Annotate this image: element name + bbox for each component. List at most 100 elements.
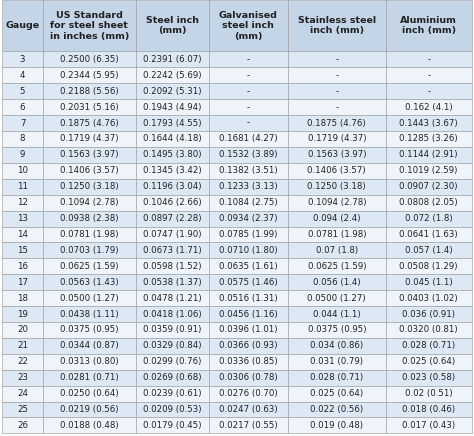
Text: 0.017 (0.43): 0.017 (0.43): [402, 421, 455, 430]
Bar: [2, 290, 43, 306]
Text: 0.018 (0.46): 0.018 (0.46): [402, 405, 455, 414]
Bar: [43, 68, 136, 83]
Text: 0.025 (0.64): 0.025 (0.64): [402, 357, 455, 366]
Bar: [209, 338, 288, 354]
Bar: [136, 242, 209, 258]
Bar: [386, 0, 472, 51]
Text: 0.0808 (2.05): 0.0808 (2.05): [399, 198, 458, 207]
Bar: [288, 402, 386, 417]
Bar: [2, 99, 43, 115]
Bar: [288, 51, 386, 68]
Bar: [136, 115, 209, 131]
Text: 0.0747 (1.90): 0.0747 (1.90): [143, 230, 201, 239]
Text: -: -: [247, 102, 250, 112]
Bar: [386, 274, 472, 290]
Bar: [2, 338, 43, 354]
Bar: [209, 402, 288, 417]
Bar: [209, 370, 288, 385]
Bar: [136, 274, 209, 290]
Bar: [288, 163, 386, 179]
Bar: [136, 147, 209, 163]
Text: 0.025 (0.64): 0.025 (0.64): [310, 389, 364, 398]
Text: 0.1046 (2.66): 0.1046 (2.66): [143, 198, 201, 207]
Text: 4: 4: [20, 71, 26, 80]
Bar: [209, 0, 288, 51]
Bar: [288, 242, 386, 258]
Bar: [2, 354, 43, 370]
Bar: [43, 83, 136, 99]
Text: 0.0306 (0.78): 0.0306 (0.78): [219, 373, 278, 382]
Bar: [2, 51, 43, 68]
Bar: [43, 338, 136, 354]
Text: 20: 20: [17, 325, 28, 334]
Bar: [386, 290, 472, 306]
Bar: [209, 258, 288, 274]
Bar: [136, 131, 209, 147]
Text: 12: 12: [17, 198, 28, 207]
Bar: [209, 68, 288, 83]
Text: Steel inch
(mm): Steel inch (mm): [146, 16, 199, 35]
Text: 0.1495 (3.80): 0.1495 (3.80): [143, 150, 201, 160]
Text: 0.1943 (4.94): 0.1943 (4.94): [143, 102, 201, 112]
Bar: [288, 338, 386, 354]
Text: 0.1681 (4.27): 0.1681 (4.27): [219, 134, 278, 143]
Bar: [209, 179, 288, 194]
Text: 22: 22: [17, 357, 28, 366]
Bar: [209, 354, 288, 370]
Text: 0.162 (4.1): 0.162 (4.1): [405, 102, 453, 112]
Text: 0.0403 (1.02): 0.0403 (1.02): [399, 293, 458, 303]
Text: 14: 14: [17, 230, 28, 239]
Bar: [288, 306, 386, 322]
Bar: [209, 194, 288, 211]
Text: 0.028 (0.71): 0.028 (0.71): [402, 341, 455, 351]
Bar: [136, 99, 209, 115]
Bar: [136, 385, 209, 402]
Bar: [209, 163, 288, 179]
Bar: [43, 258, 136, 274]
Text: 0.0575 (1.46): 0.0575 (1.46): [219, 278, 278, 287]
Text: 0.1719 (4.37): 0.1719 (4.37): [60, 134, 118, 143]
Bar: [386, 194, 472, 211]
Bar: [288, 274, 386, 290]
Bar: [136, 194, 209, 211]
Text: -: -: [247, 87, 250, 96]
Bar: [386, 402, 472, 417]
Bar: [43, 354, 136, 370]
Text: 0.1084 (2.75): 0.1084 (2.75): [219, 198, 278, 207]
Bar: [2, 68, 43, 83]
Text: 0.1406 (3.57): 0.1406 (3.57): [60, 166, 118, 175]
Bar: [43, 179, 136, 194]
Text: 0.0359 (0.91): 0.0359 (0.91): [143, 325, 201, 334]
Bar: [43, 99, 136, 115]
Bar: [288, 417, 386, 433]
Text: 0.0269 (0.68): 0.0269 (0.68): [143, 373, 201, 382]
Bar: [43, 147, 136, 163]
Bar: [386, 242, 472, 258]
Text: 0.0500 (1.27): 0.0500 (1.27): [308, 293, 366, 303]
Text: Stainless steel
inch (mm): Stainless steel inch (mm): [298, 16, 376, 35]
Text: 0.0281 (0.71): 0.0281 (0.71): [60, 373, 118, 382]
Text: 0.094 (2.4): 0.094 (2.4): [313, 214, 361, 223]
Bar: [136, 290, 209, 306]
Text: 0.1250 (3.18): 0.1250 (3.18): [60, 182, 118, 191]
Bar: [209, 99, 288, 115]
Text: 0.0538 (1.37): 0.0538 (1.37): [143, 278, 201, 287]
Bar: [43, 115, 136, 131]
Text: 0.1875 (4.76): 0.1875 (4.76): [308, 119, 366, 128]
Text: -: -: [427, 55, 430, 64]
Text: 0.0239 (0.61): 0.0239 (0.61): [143, 389, 201, 398]
Text: 0.0508 (1.29): 0.0508 (1.29): [400, 262, 458, 271]
Text: 0.0907 (2.30): 0.0907 (2.30): [400, 182, 458, 191]
Text: 0.2242 (5.69): 0.2242 (5.69): [143, 71, 201, 80]
Text: 0.0276 (0.70): 0.0276 (0.70): [219, 389, 278, 398]
Text: 0.0329 (0.84): 0.0329 (0.84): [143, 341, 201, 351]
Text: -: -: [335, 102, 338, 112]
Text: 0.0299 (0.76): 0.0299 (0.76): [143, 357, 201, 366]
Bar: [386, 51, 472, 68]
Text: 0.057 (1.4): 0.057 (1.4): [405, 246, 453, 255]
Text: 0.0313 (0.80): 0.0313 (0.80): [60, 357, 118, 366]
Text: 0.2188 (5.56): 0.2188 (5.56): [60, 87, 118, 96]
Text: 0.1719 (4.37): 0.1719 (4.37): [308, 134, 366, 143]
Text: US Standard
for steel sheet
in inches (mm): US Standard for steel sheet in inches (m…: [50, 11, 129, 41]
Text: 0.0673 (1.71): 0.0673 (1.71): [143, 246, 201, 255]
